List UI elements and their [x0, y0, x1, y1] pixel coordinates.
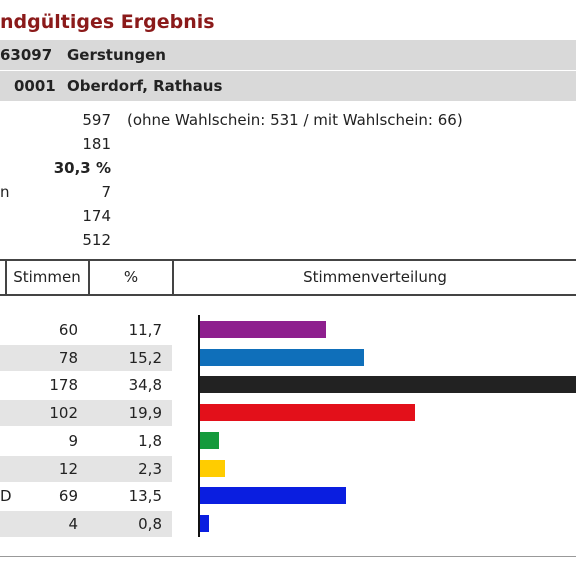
row-percent: 19,9	[128, 404, 162, 422]
row-votes: 4	[68, 515, 78, 533]
table-row: 60 11,7	[0, 317, 576, 345]
distribution-bar	[200, 487, 346, 504]
stat-invalid-value: 7	[101, 183, 111, 201]
distribution-bar	[200, 460, 225, 477]
stat-invalid-label-fragment: n	[0, 183, 10, 201]
row-percent: 0,8	[138, 515, 162, 533]
district-code: 0001	[14, 77, 56, 95]
row-percent: 11,7	[128, 321, 162, 339]
stat-valid-value: 174	[82, 207, 111, 225]
table-row: 4 0,8	[0, 511, 576, 539]
row-stripe	[0, 345, 172, 371]
row-votes: 178	[49, 376, 78, 394]
row-stripe	[0, 400, 172, 426]
stat-votes-cast: 181	[0, 132, 576, 156]
table-row: 78 15,2	[0, 345, 576, 373]
row-votes: 60	[58, 321, 78, 339]
row-percent: 13,5	[128, 487, 162, 505]
table-header: Stimmen % Stimmenverteilung	[0, 259, 576, 296]
table-row: 9 1,8	[0, 428, 576, 456]
distribution-bar	[200, 321, 326, 338]
page-title: ndgültiges Ergebnis	[0, 11, 215, 33]
table-row: 178 34,8	[0, 372, 576, 400]
stat-total-value: 512	[82, 231, 111, 249]
stat-invalid: n 7	[0, 180, 576, 204]
table-row: 102 19,9	[0, 400, 576, 428]
table-row: D 69 13,5	[0, 483, 576, 511]
row-votes: 78	[58, 349, 78, 367]
column-votes-header: Stimmen	[13, 268, 81, 286]
row-votes: 9	[68, 432, 78, 450]
distribution-axis	[198, 315, 200, 537]
stat-voters-note: (ohne Wahlschein: 531 / mit Wahlschein: …	[127, 111, 463, 129]
distribution-bar	[200, 515, 209, 532]
column-divider	[172, 261, 174, 294]
municipality-name: Gerstungen	[67, 46, 166, 64]
district-band: 0001 Oberdorf, Rathaus	[0, 71, 576, 101]
district-name: Oberdorf, Rathaus	[67, 77, 223, 95]
row-votes: 102	[49, 404, 78, 422]
row-stripe	[0, 511, 172, 537]
stat-voters-value: 597	[82, 111, 111, 129]
row-percent: 15,2	[128, 349, 162, 367]
table-row: 12 2,3	[0, 456, 576, 484]
column-distribution-header: Stimmenverteilung	[303, 268, 447, 286]
distribution-bar	[200, 376, 576, 393]
row-percent: 34,8	[128, 376, 162, 394]
row-label-fragment: D	[0, 487, 12, 505]
table-bottom-rule	[0, 556, 576, 557]
stat-turnout: 30,3 %	[0, 156, 576, 180]
row-percent: 2,3	[138, 460, 162, 478]
stat-votes-cast-value: 181	[82, 135, 111, 153]
column-percent-header: %	[123, 268, 139, 286]
distribution-bar	[200, 404, 415, 421]
municipality-band: 63097 Gerstungen	[0, 40, 576, 70]
stat-voters: 597 (ohne Wahlschein: 531 / mit Wahlsche…	[0, 108, 576, 132]
row-percent: 1,8	[138, 432, 162, 450]
stat-total: 512	[0, 228, 576, 252]
stat-turnout-value: 30,3 %	[53, 159, 111, 177]
stat-valid: 174	[0, 204, 576, 228]
distribution-bar	[200, 349, 364, 366]
municipality-code: 63097	[0, 46, 53, 64]
column-divider	[88, 261, 90, 294]
row-votes: 12	[58, 460, 78, 478]
distribution-bar	[200, 432, 219, 449]
row-votes: 69	[58, 487, 78, 505]
row-stripe	[0, 456, 172, 482]
column-divider	[5, 261, 7, 294]
